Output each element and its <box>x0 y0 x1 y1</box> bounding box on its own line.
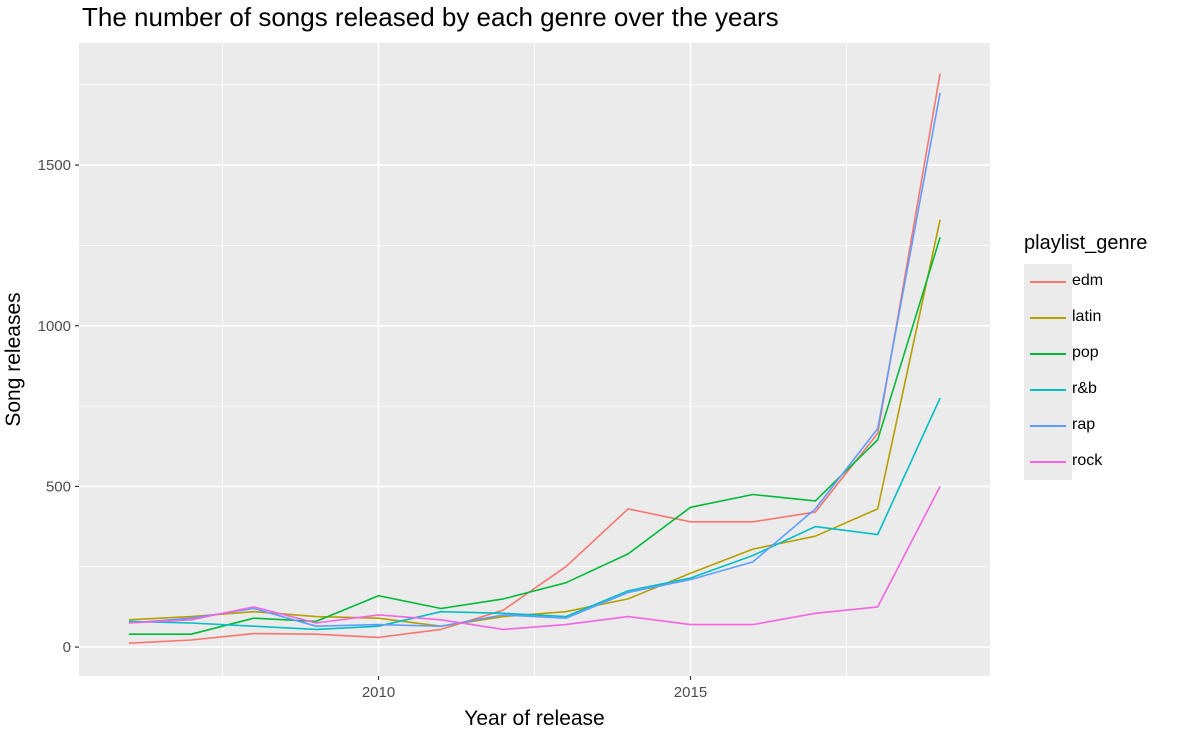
legend-line-rap <box>1030 425 1066 427</box>
legend-line-edm <box>1030 281 1066 283</box>
series-lines <box>128 73 941 644</box>
x-axis: 2010 2015 <box>362 676 707 701</box>
y-tick-label: 1000 <box>38 318 71 335</box>
legend-swatch <box>1024 372 1072 408</box>
y-axis-title: Song releases <box>2 292 25 426</box>
series-line-rb <box>128 397 941 631</box>
legend-swatch <box>1024 336 1072 372</box>
legend-line-latin <box>1030 317 1066 319</box>
x-axis-title: Year of release <box>464 707 605 730</box>
legend-line-pop <box>1030 353 1066 355</box>
legend-item-pop: pop <box>1024 336 1164 372</box>
legend-swatch <box>1024 408 1072 444</box>
legend-item-rap: rap <box>1024 408 1164 444</box>
legend-title: playlist_genre <box>1024 232 1148 254</box>
legend-swatch <box>1024 264 1072 300</box>
series-line-rap <box>128 92 941 628</box>
legend-label: pop <box>1072 344 1099 361</box>
legend-swatch <box>1024 300 1072 336</box>
legend-line-rock <box>1030 461 1066 463</box>
legend: playlist_genre edm latin pop r&b rap rock <box>1024 232 1164 480</box>
series-line-pop <box>128 237 941 636</box>
x-tick-label: 2010 <box>362 684 395 701</box>
legend-line-rb <box>1030 389 1066 391</box>
minor-gridlines <box>79 43 990 676</box>
chart-title: The number of songs released by each gen… <box>82 2 779 32</box>
series-line-rock <box>128 486 941 631</box>
y-tick-label: 0 <box>63 639 71 656</box>
legend-swatch <box>1024 444 1072 480</box>
legend-item-latin: latin <box>1024 300 1164 336</box>
legend-label: rock <box>1072 452 1103 469</box>
major-gridlines <box>79 43 990 676</box>
y-tick-label: 500 <box>46 478 71 495</box>
legend-item-edm: edm <box>1024 264 1164 300</box>
legend-label: r&b <box>1072 380 1097 397</box>
legend-label: latin <box>1072 308 1102 325</box>
y-tick-label: 1500 <box>38 157 71 174</box>
legend-label: edm <box>1072 272 1104 289</box>
legend-item-rock: rock <box>1024 444 1164 480</box>
legend-item-rb: r&b <box>1024 372 1164 408</box>
x-tick-label: 2015 <box>674 684 707 701</box>
y-axis: 0 500 1000 1500 <box>38 157 79 656</box>
legend-label: rap <box>1072 416 1096 433</box>
series-line-edm <box>128 73 941 644</box>
legend-keys: edm latin pop r&b rap rock <box>1024 264 1164 480</box>
